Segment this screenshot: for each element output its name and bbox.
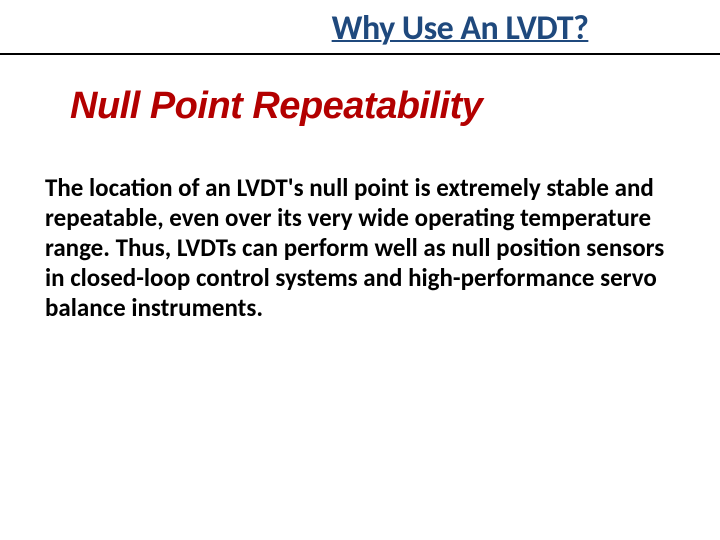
section-heading: Null Point Repeatability [0, 85, 720, 128]
slide-title: Why Use An LVDT? [0, 8, 720, 49]
header-divider [0, 53, 720, 55]
slide-header: Why Use An LVDT? [0, 0, 720, 55]
body-text: The location of an LVDT's null point is … [0, 173, 720, 323]
